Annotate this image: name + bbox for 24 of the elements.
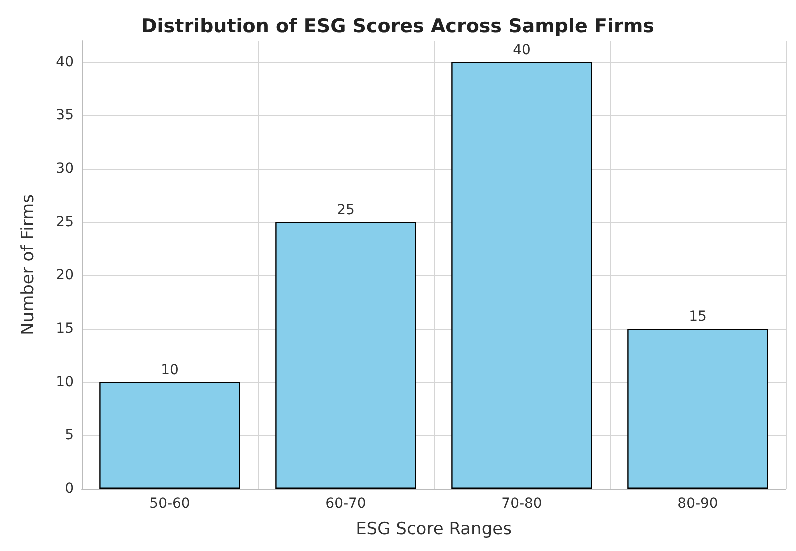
x-tick-label: 70-80 xyxy=(502,496,542,512)
x-tick-label: 60-70 xyxy=(326,496,366,512)
x-tick-label: 80-90 xyxy=(678,496,718,512)
y-tick-label: 10 xyxy=(56,374,74,390)
data-label: 10 xyxy=(161,362,179,378)
chart-title: Distribution of ESG Scores Across Sample Firms xyxy=(142,16,654,38)
bar xyxy=(100,382,240,489)
data-label: 25 xyxy=(337,202,355,218)
y-tick-label: 40 xyxy=(56,54,74,70)
data-label: 15 xyxy=(689,309,707,325)
y-tick-label: 30 xyxy=(56,161,74,177)
bar xyxy=(276,222,416,489)
y-tick-label: 15 xyxy=(56,321,74,337)
y-axis-title: Number of Firms xyxy=(18,194,38,336)
y-tick-label: 20 xyxy=(56,268,74,284)
x-axis-title: ESG Score Ranges xyxy=(356,520,512,540)
data-label: 40 xyxy=(513,42,531,58)
bar xyxy=(628,329,768,489)
y-tick-label: 35 xyxy=(56,108,74,124)
y-tick-label: 5 xyxy=(65,428,74,444)
y-tick-label: 0 xyxy=(65,481,74,497)
bar xyxy=(452,62,592,489)
x-tick-label: 50-60 xyxy=(150,496,190,512)
y-tick-label: 25 xyxy=(56,214,74,230)
